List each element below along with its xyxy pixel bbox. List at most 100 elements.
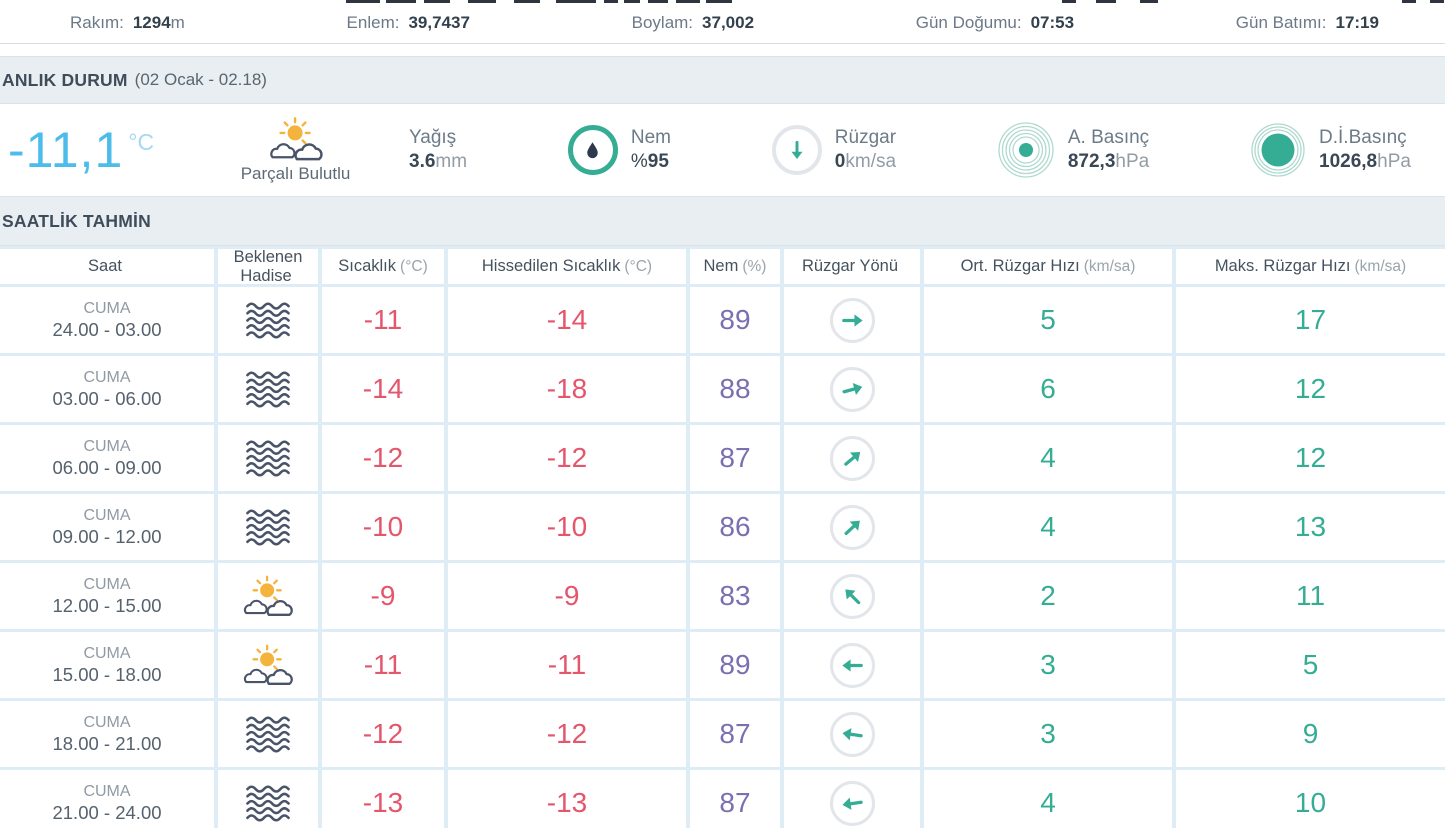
condition-cell (218, 701, 318, 767)
column-header-feels-like: Hissedilen Sıcaklık (°C) (448, 249, 686, 284)
stat-value: 95 (647, 151, 669, 172)
cropped-navbar-remnant (0, 0, 1445, 3)
humidity-cell: 83 (690, 563, 780, 629)
partly-cloudy-icon (269, 117, 323, 161)
humidity-stat: Nem %95 (567, 125, 671, 175)
humidity-value: 87 (719, 718, 751, 749)
temperature-value: -14 (362, 373, 404, 404)
feels-like-cell: -9 (448, 563, 686, 629)
feels-like-value: -11 (547, 649, 587, 680)
feels-like-value: -14 (546, 304, 588, 335)
partly-cloudy-icon (243, 644, 293, 685)
stat-label: Gün Batımı: (1235, 12, 1327, 32)
temperature-cell: -13 (322, 770, 444, 828)
max-wind-value: 13 (1294, 511, 1327, 542)
temperature-cell: -10 (322, 494, 444, 560)
avg-wind-cell: 6 (924, 356, 1172, 422)
avg-wind-value: 5 (1040, 304, 1056, 335)
feels-like-cell: -11 (448, 632, 686, 698)
stat-label: Enlem: (346, 12, 400, 32)
humidity-drop-icon (587, 141, 599, 158)
time-range: 09.00 - 12.00 (52, 525, 162, 547)
wind-direction-dial (829, 504, 875, 550)
condition-label: Parçalı Bulutlu (240, 164, 351, 183)
time-cell: CUMA 03.00 - 06.00 (0, 356, 214, 422)
temperature-cell: -11 (322, 632, 444, 698)
column-header-humidity: Nem (%) (690, 249, 780, 284)
humidity-value: 86 (719, 511, 751, 542)
temperature-value: -13 (362, 787, 404, 818)
stat-value: 1026,8 (1319, 151, 1378, 172)
hourly-section-header: SAATLİK TAHMİN (0, 196, 1445, 246)
temperature-value: -12 (362, 442, 404, 473)
wind-direction-cell (784, 563, 920, 629)
stat-unit: m (170, 12, 185, 32)
current-temperature: -11,1 °C (8, 125, 208, 175)
current-section-header: ANLIK DURUM (02 Ocak - 02.18) (0, 56, 1445, 104)
avg-wind-cell: 4 (924, 425, 1172, 491)
avg-wind-value: 6 (1040, 373, 1056, 404)
avg-wind-cell: 4 (924, 494, 1172, 560)
table-row: CUMA 15.00 - 18.00 -11 -11 89 3 5 (0, 632, 1445, 698)
temperature-value: -9 (370, 580, 396, 611)
temperature-value: -11 (363, 304, 403, 335)
max-wind-cell: 11 (1176, 563, 1445, 629)
wind-arrow-icon (841, 658, 863, 672)
location-stats-bar: Rakım: 1294m Enlem: 39,7437 Boylam: 37,002 … (0, 0, 1445, 44)
wind-direction-cell (784, 701, 920, 767)
humidity-value: 83 (719, 580, 751, 611)
stat-value: 1294 (132, 12, 171, 32)
hourly-forecast-table: Saat Beklenen Hadise Sıcaklık (°C) Hissed… (0, 246, 1445, 828)
condition-cell (218, 632, 318, 698)
max-wind-value: 10 (1294, 787, 1327, 818)
condition-cell (218, 494, 318, 560)
wind-direction-dial (829, 573, 875, 619)
avg-wind-value: 3 (1040, 649, 1056, 680)
temperature-value: -11 (363, 649, 403, 680)
avg-wind-cell: 3 (924, 701, 1172, 767)
time-cell: CUMA 15.00 - 18.00 (0, 632, 214, 698)
table-header-row: Saat Beklenen Hadise Sıcaklık (°C) Hissed… (0, 248, 1445, 285)
feels-like-value: -13 (546, 787, 588, 818)
time-range: 21.00 - 24.00 (52, 801, 162, 823)
section-title: SAATLİK TAHMİN (2, 210, 151, 231)
stat-value: 17:19 (1335, 12, 1379, 32)
day-label: CUMA (83, 437, 131, 455)
table-row: CUMA 03.00 - 06.00 -14 -18 88 6 12 (0, 356, 1445, 422)
fog-icon (246, 715, 290, 753)
day-label: CUMA (83, 368, 131, 386)
temperature-cell: -12 (322, 425, 444, 491)
wind-direction-dial (829, 711, 875, 757)
column-header-temperature: Sıcaklık (°C) (322, 249, 444, 284)
pressure-rings-icon (998, 122, 1054, 178)
stat-unit: mm (435, 151, 468, 172)
column-header-max-wind: Maks. Rüzgar Hızı (km/sa) (1176, 249, 1445, 284)
wind-direction-cell (784, 494, 920, 560)
stat-label: Nem (630, 127, 671, 149)
humidity-value: 87 (719, 787, 751, 818)
partly-cloudy-icon (243, 575, 293, 616)
feels-like-cell: -12 (448, 701, 686, 767)
table-row: CUMA 21.00 - 24.00 -13 -13 87 4 10 (0, 770, 1445, 828)
avg-wind-cell: 5 (924, 287, 1172, 353)
fog-icon (246, 370, 290, 408)
stat-value: 872,3 (1067, 151, 1116, 172)
feels-like-value: -12 (546, 718, 588, 749)
humidity-cell: 87 (690, 701, 780, 767)
temperature-value: -12 (362, 718, 404, 749)
time-range: 03.00 - 06.00 (52, 387, 162, 409)
max-wind-cell: 12 (1176, 356, 1445, 422)
stat-label: Gün Doğumu: (915, 12, 1022, 32)
time-range: 06.00 - 09.00 (52, 456, 162, 478)
stat-longitude: Boylam: 37,002 (632, 13, 754, 33)
stat-label: D.İ.Basınç (1319, 127, 1407, 149)
time-range: 24.00 - 03.00 (52, 318, 162, 340)
table-row: CUMA 24.00 - 03.00 -11 -14 89 5 17 (0, 287, 1445, 353)
wind-direction-dial (829, 435, 875, 481)
column-header-avg-wind: Ort. Rüzgar Hızı (km/sa) (924, 249, 1172, 284)
table-row: CUMA 18.00 - 21.00 -12 -12 87 3 9 (0, 701, 1445, 767)
max-wind-value: 5 (1302, 649, 1319, 680)
stat-latitude: Enlem: 39,7437 (347, 13, 470, 33)
pressure-filled-icon (1251, 123, 1305, 177)
humidity-cell: 86 (690, 494, 780, 560)
